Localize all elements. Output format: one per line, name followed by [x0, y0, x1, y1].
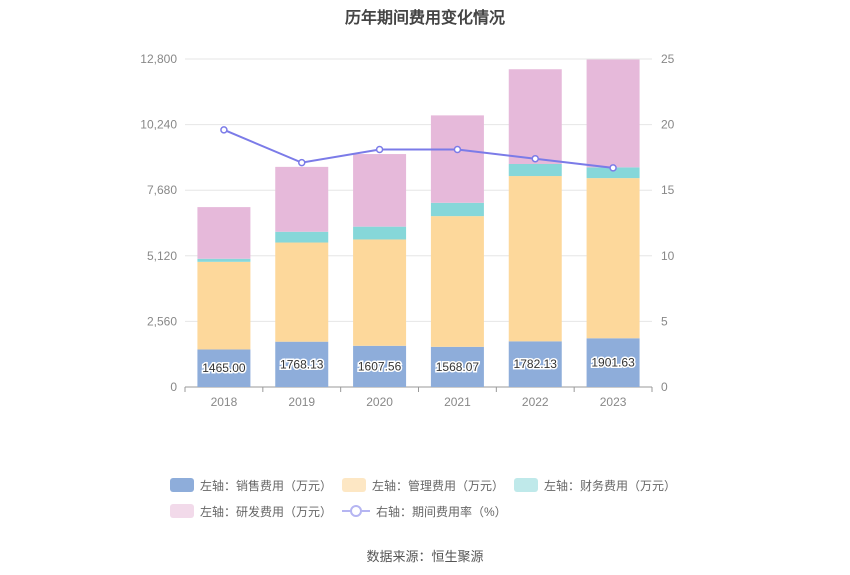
- bar-segment: [508, 341, 562, 387]
- data-labels: 1465.00 1768.13 1607.56 1568.07 1782.13 1901.…: [201, 354, 637, 377]
- x-tick-label: 2021: [444, 395, 471, 409]
- rate-point: [375, 145, 384, 154]
- y-right-tick-label: 25: [661, 52, 675, 66]
- y-right-tick-label: 20: [661, 118, 675, 132]
- legend-label-rnd: 左轴：研发费用（万元）: [200, 504, 333, 519]
- y-right-tick-label: 10: [661, 249, 675, 263]
- legend-label-finance: 左轴：财务费用（万元）: [544, 478, 677, 493]
- y-left-tick-label: 12,800: [140, 52, 177, 66]
- bar-segment: [275, 166, 329, 232]
- bar-value-label: 1901.63: [591, 356, 635, 370]
- bar-segment: [586, 167, 640, 179]
- y-left-tick-label: 7,680: [147, 183, 177, 197]
- rate-line: [223, 128, 614, 169]
- bar-segment: [508, 69, 562, 165]
- x-tick-label: 2018: [211, 395, 238, 409]
- legend-item-admin[interactable]: 左轴：管理费用（万元）: [342, 477, 514, 494]
- legend-swatch-sales: [170, 478, 194, 492]
- legend-item-sales[interactable]: 左轴：销售费用（万元）: [170, 477, 342, 494]
- bar-value-label: 1768.13: [280, 357, 324, 371]
- axes: 0 2,560 5,120 7,680 10,240 12,800 0 5 10 15 20 25 20…: [140, 52, 674, 409]
- legend-swatch-finance: [514, 478, 538, 492]
- x-tick-label: 2022: [522, 395, 549, 409]
- bar-segment: [197, 261, 251, 350]
- bar-segment: [353, 345, 407, 387]
- y-left-tick-label: 2,560: [147, 314, 177, 328]
- bar-segment: [353, 239, 407, 346]
- bar-segment: [430, 216, 484, 347]
- y-right-tick-label: 15: [661, 183, 675, 197]
- bar-segment: [430, 202, 484, 217]
- bar-value-label: 1782.13: [514, 357, 558, 371]
- legend-label-rate: 右轴：期间费用率（%）: [376, 504, 507, 519]
- y-left-tick-label: 0: [170, 380, 177, 394]
- bar-segment: [508, 176, 562, 342]
- legend-item-finance[interactable]: 左轴：财务费用（万元）: [514, 477, 686, 494]
- rate-point: [220, 126, 228, 134]
- bar-segment: [275, 341, 329, 387]
- bar-segment: [586, 178, 640, 339]
- rate-point: [453, 145, 462, 154]
- x-tick-label: 2019: [288, 395, 315, 409]
- bar-value-label: 1568.07: [436, 360, 480, 374]
- bar-segment: [430, 346, 484, 387]
- legend-swatch-admin: [342, 478, 366, 492]
- bar-segment: [197, 349, 251, 387]
- bar-segment: [197, 207, 251, 259]
- y-right-tick-label: 5: [661, 314, 668, 328]
- grid-lines: [185, 58, 652, 322]
- bar-value-label: 1607.56: [358, 359, 402, 373]
- bar-segment: [508, 164, 562, 177]
- legend-item-rnd[interactable]: 左轴：研发费用（万元）: [170, 503, 342, 520]
- chart-title: 历年期间费用变化情况: [344, 10, 505, 27]
- bar-segment: [586, 59, 640, 168]
- legend: 左轴：销售费用（万元） 左轴：管理费用（万元） 左轴：财务费用（万元） 左轴：研…: [170, 472, 710, 524]
- rate-point: [609, 164, 617, 172]
- bar-value-label: 1465.00: [202, 361, 246, 375]
- bar-segment: [353, 154, 407, 227]
- source-note: 数据来源：恒生聚源: [366, 549, 484, 564]
- x-tick-label: 2020: [366, 395, 393, 409]
- legend-label-admin: 左轴：管理费用（万元）: [372, 478, 505, 493]
- bar-segment: [586, 338, 640, 387]
- rate-point: [298, 158, 306, 167]
- rate-point: [531, 154, 539, 163]
- chart-plot: 0 2,560 5,120 7,680 10,240 12,800 0 5 10 15 20 25 20…: [140, 52, 674, 409]
- bar-segment: [275, 231, 329, 243]
- y-left-tick-label: 5,120: [147, 249, 177, 263]
- y-left-tick-label: 10,240: [140, 118, 177, 132]
- legend-label-sales: 左轴：销售费用（万元）: [200, 478, 333, 493]
- bar-segment: [275, 242, 329, 342]
- bar-segment: [197, 258, 251, 262]
- line-series: [220, 126, 617, 172]
- bar-segment: [353, 226, 407, 240]
- bar-segment: [430, 115, 484, 203]
- bar-series: [197, 59, 640, 387]
- legend-swatch-rnd: [170, 504, 194, 518]
- y-right-tick-label: 0: [661, 380, 668, 394]
- x-tick-label: 2023: [600, 395, 627, 409]
- legend-item-rate[interactable]: 右轴：期间费用率（%）: [342, 503, 514, 520]
- legend-line-marker-icon: [342, 504, 370, 518]
